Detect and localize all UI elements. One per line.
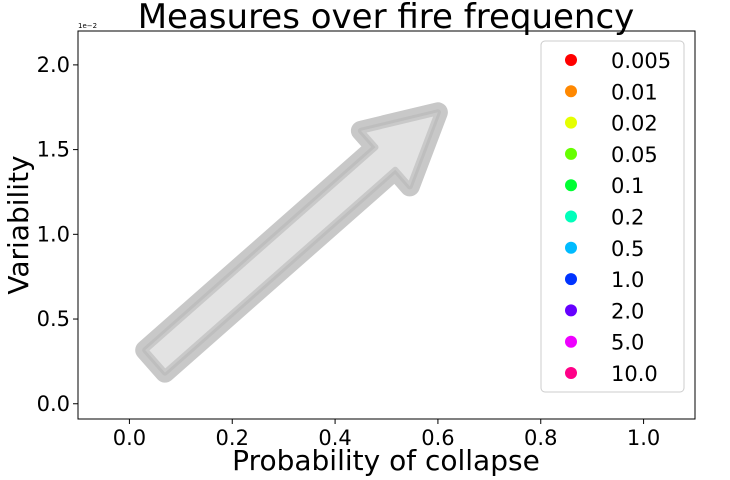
- legend-label: 0.2: [611, 206, 644, 230]
- x-tick-label: 0.6: [421, 426, 454, 450]
- arrow-annotation: [142, 109, 441, 376]
- legend-marker: [565, 210, 577, 223]
- legend-marker: [565, 85, 577, 98]
- legend-marker: [565, 304, 577, 317]
- legend-label: 0.5: [611, 237, 644, 261]
- legend-marker: [565, 179, 577, 192]
- legend-label: 0.005: [611, 49, 671, 73]
- legend-label: 5.0: [611, 331, 644, 355]
- legend-frame: [540, 40, 685, 393]
- y-axis-label: Variability: [2, 155, 35, 294]
- annotation-arrow-layer: [135, 102, 448, 383]
- legend-label: 0.05: [611, 143, 658, 167]
- x-tick-label: 0.4: [318, 426, 351, 450]
- legend-label: 2.0: [611, 299, 644, 323]
- legend-label: 0.01: [611, 80, 658, 104]
- x-axis-label: Probability of collapse: [232, 444, 540, 477]
- x-axis: 0.0 0.2 0.4 0.6 0.8 1.0: [113, 419, 660, 450]
- y-axis-offset-label: 1e−2: [78, 22, 97, 30]
- legend: 0.005 0.01 0.02 0.05 0.1 0.2 0.5 1.0 2.0 5.0 10.0: [540, 40, 685, 393]
- y-axis: 0.0 0.5 1.0 1.5 2.0: [37, 53, 78, 416]
- y-tick-label: 2.0: [37, 53, 70, 77]
- y-tick-label: 1.5: [37, 138, 70, 162]
- legend-label: 1.0: [611, 268, 644, 292]
- legend-label: 0.1: [611, 174, 644, 198]
- legend-marker: [565, 147, 577, 160]
- x-tick-label: 0.2: [216, 426, 249, 450]
- legend-marker: [565, 241, 577, 254]
- legend-label: 10.0: [611, 362, 658, 386]
- legend-marker: [565, 335, 577, 348]
- legend-items: 0.005 0.01 0.02 0.05 0.1 0.2 0.5 1.0 2.0 5.0 10.0: [565, 49, 671, 386]
- x-tick-label: 0.0: [113, 426, 146, 450]
- y-tick-label: 0.5: [37, 307, 70, 331]
- legend-marker: [565, 116, 577, 129]
- legend-marker: [565, 54, 577, 66]
- y-tick-label: 0.0: [37, 392, 70, 416]
- legend-label: 0.02: [611, 112, 658, 136]
- y-tick-label: 1.0: [37, 222, 70, 246]
- plot-area-frame: [77, 30, 696, 420]
- legend-marker: [565, 273, 577, 286]
- legend-marker: [565, 367, 577, 379]
- x-tick-label: 1.0: [627, 426, 660, 450]
- x-tick-label: 0.8: [524, 426, 557, 450]
